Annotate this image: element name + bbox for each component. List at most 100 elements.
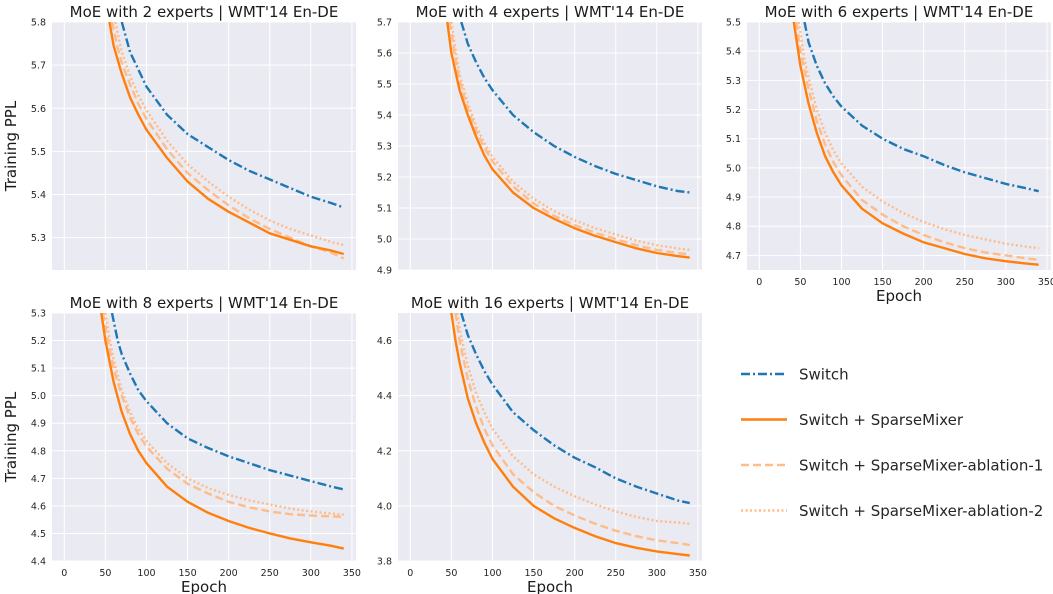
y-tick-label: 4.9: [377, 266, 392, 277]
y-tick-label: 5.7: [31, 61, 46, 72]
y-tick-label: 5.3: [726, 76, 741, 87]
series-line-switch-sparsemixer-ablation-1: [795, 22, 1039, 261]
x-tick-label: 0: [407, 568, 413, 579]
chart-title: MoE with 16 experts | WMT'14 En-DE: [411, 294, 689, 312]
series-line-switch-sparsemixer: [108, 22, 345, 256]
legend-item-switch-sparsemixer-ablation-2: Switch + SparseMixer-ablation-2: [741, 502, 1043, 520]
legend-label: Switch + SparseMixer: [799, 411, 964, 429]
series-line-switch-sparsemixer-ablation-2: [114, 22, 344, 247]
y-tick-label: 5.5: [726, 18, 741, 29]
y-tick-label: 5.6: [377, 49, 392, 60]
chart-title: MoE with 2 experts | WMT'14 En-DE: [70, 3, 339, 21]
y-tick-label: 4.4: [31, 557, 46, 568]
x-tick-label: 200: [915, 277, 933, 288]
series-line-switch: [120, 22, 345, 209]
y-tick-label: 5.3: [31, 309, 46, 320]
y-tick-label: 5.3: [377, 142, 392, 153]
y-tick-label: 5.0: [31, 391, 46, 402]
chart-title: MoE with 4 experts | WMT'14 En-DE: [416, 3, 685, 21]
chart-title: MoE with 6 experts | WMT'14 En-DE: [765, 3, 1034, 21]
series-line-switch: [803, 22, 1039, 193]
y-tick-label: 4.8: [726, 222, 741, 233]
y-tick-label: 5.4: [377, 111, 392, 122]
y-tick-label: 3.8: [377, 557, 392, 568]
x-tick-label: 350: [689, 568, 707, 579]
series-line-switch-sparsemixer-ablation-2: [450, 22, 690, 252]
x-tick-label: 50: [99, 568, 111, 579]
x-tick-label: 150: [873, 277, 891, 288]
x-tick-label: 100: [832, 277, 850, 288]
y-tick-label: 4.2: [377, 446, 392, 457]
y-tick-label: 4.4: [377, 391, 392, 402]
y-tick-label: 4.5: [31, 529, 46, 540]
chart-panel-3: 4.7 4.8 4.9 5.0 5.1 5.2 5.3 5.4 5.5 0 50 100 150 200 2…: [726, 3, 1053, 305]
x-tick-label: 350: [1038, 277, 1053, 288]
legend-label: Switch: [799, 366, 849, 384]
y-tick-label: 5.2: [31, 336, 46, 347]
chart-panel-5: 3.8 4.0 4.2 4.4 4.6 0 50 100 150 200 250 300 350 MoE …: [377, 294, 707, 594]
x-tick-label: 350: [343, 568, 361, 579]
x-tick-label: 50: [445, 568, 457, 579]
series-line-switch-sparsemixer-ablation-1: [101, 313, 344, 519]
x-tick-label: 300: [648, 568, 666, 579]
chart-panel-1: 5.3 5.4 5.5 5.6 5.7 5.8 MoE with 2 experts | W…: [2, 3, 356, 270]
y-axis-label: Training PPL: [2, 100, 20, 192]
series-line-switch: [460, 313, 690, 505]
x-tick-label: 250: [261, 568, 279, 579]
x-axis-label: Epoch: [876, 287, 922, 305]
x-tick-label: 200: [220, 568, 238, 579]
y-tick-label: 5.1: [31, 364, 46, 375]
y-tick-label: 5.4: [31, 190, 46, 201]
x-tick-label: 100: [483, 568, 501, 579]
x-tick-label: 250: [607, 568, 625, 579]
x-tick-label: 0: [756, 277, 762, 288]
y-tick-label: 5.3: [31, 233, 46, 244]
x-tick-label: 150: [178, 568, 196, 579]
x-axis-label: Epoch: [181, 578, 227, 594]
series-line-switch-sparsemixer: [446, 22, 690, 259]
series-line-switch-sparsemixer-ablation-2: [456, 313, 690, 525]
plot-area: [747, 22, 1051, 270]
legend-item-switch-sparsemixer: Switch + SparseMixer: [741, 411, 964, 429]
y-tick-label: 5.1: [377, 204, 392, 215]
y-tick-label: 5.0: [726, 163, 741, 174]
series-line-switch-sparsemixer: [100, 313, 344, 550]
legend-label: Switch + SparseMixer-ablation-1: [799, 457, 1043, 475]
y-axis-label: Training PPL: [2, 391, 20, 483]
x-tick-label: 200: [566, 568, 584, 579]
y-tick-label: 4.0: [377, 501, 392, 512]
x-tick-label: 300: [302, 568, 320, 579]
y-tick-label: 5.7: [377, 18, 392, 29]
y-tick-label: 4.7: [31, 474, 46, 485]
series-line-switch-sparsemixer-ablation-2: [797, 22, 1039, 250]
x-axis-label: Epoch: [527, 578, 573, 594]
x-tick-label: 0: [61, 568, 67, 579]
plot-area: [52, 22, 356, 270]
y-tick-label: 5.5: [377, 80, 392, 91]
series-line-switch: [460, 22, 690, 194]
legend: Switch Switch + SparseMixer Switch + Spars…: [741, 366, 1043, 520]
y-tick-label: 4.9: [31, 419, 46, 430]
series-line-switch-sparsemixer-ablation-2: [104, 313, 344, 516]
x-tick-label: 100: [137, 568, 155, 579]
y-tick-label: 4.8: [31, 446, 46, 457]
legend-label: Switch + SparseMixer-ablation-2: [799, 502, 1043, 520]
y-tick-label: 5.5: [31, 147, 46, 158]
x-tick-label: 250: [956, 277, 974, 288]
y-tick-label: 4.6: [377, 336, 392, 347]
plot-area: [398, 313, 702, 561]
chart-panel-4: 4.4 4.5 4.6 4.7 4.8 4.9 5.0 5.1 5.2 5.3 0 50 100 150 2…: [2, 294, 361, 594]
y-tick-label: 5.6: [31, 104, 46, 115]
x-tick-label: 50: [794, 277, 806, 288]
y-tick-label: 4.6: [31, 501, 46, 512]
y-tick-label: 5.4: [726, 47, 741, 58]
series-line-switch-sparsemixer-ablation-1: [448, 22, 690, 256]
y-tick-label: 5.8: [31, 18, 46, 29]
y-tick-label: 5.0: [377, 235, 392, 246]
series-line-switch: [110, 313, 344, 491]
chart-panel-2: 4.9 5.0 5.1 5.2 5.3 5.4 5.5 5.6 5.7 MoE with 4 ex…: [377, 3, 702, 277]
y-tick-label: 5.2: [726, 105, 741, 116]
y-tick-label: 5.2: [377, 173, 392, 184]
x-tick-label: 150: [524, 568, 542, 579]
